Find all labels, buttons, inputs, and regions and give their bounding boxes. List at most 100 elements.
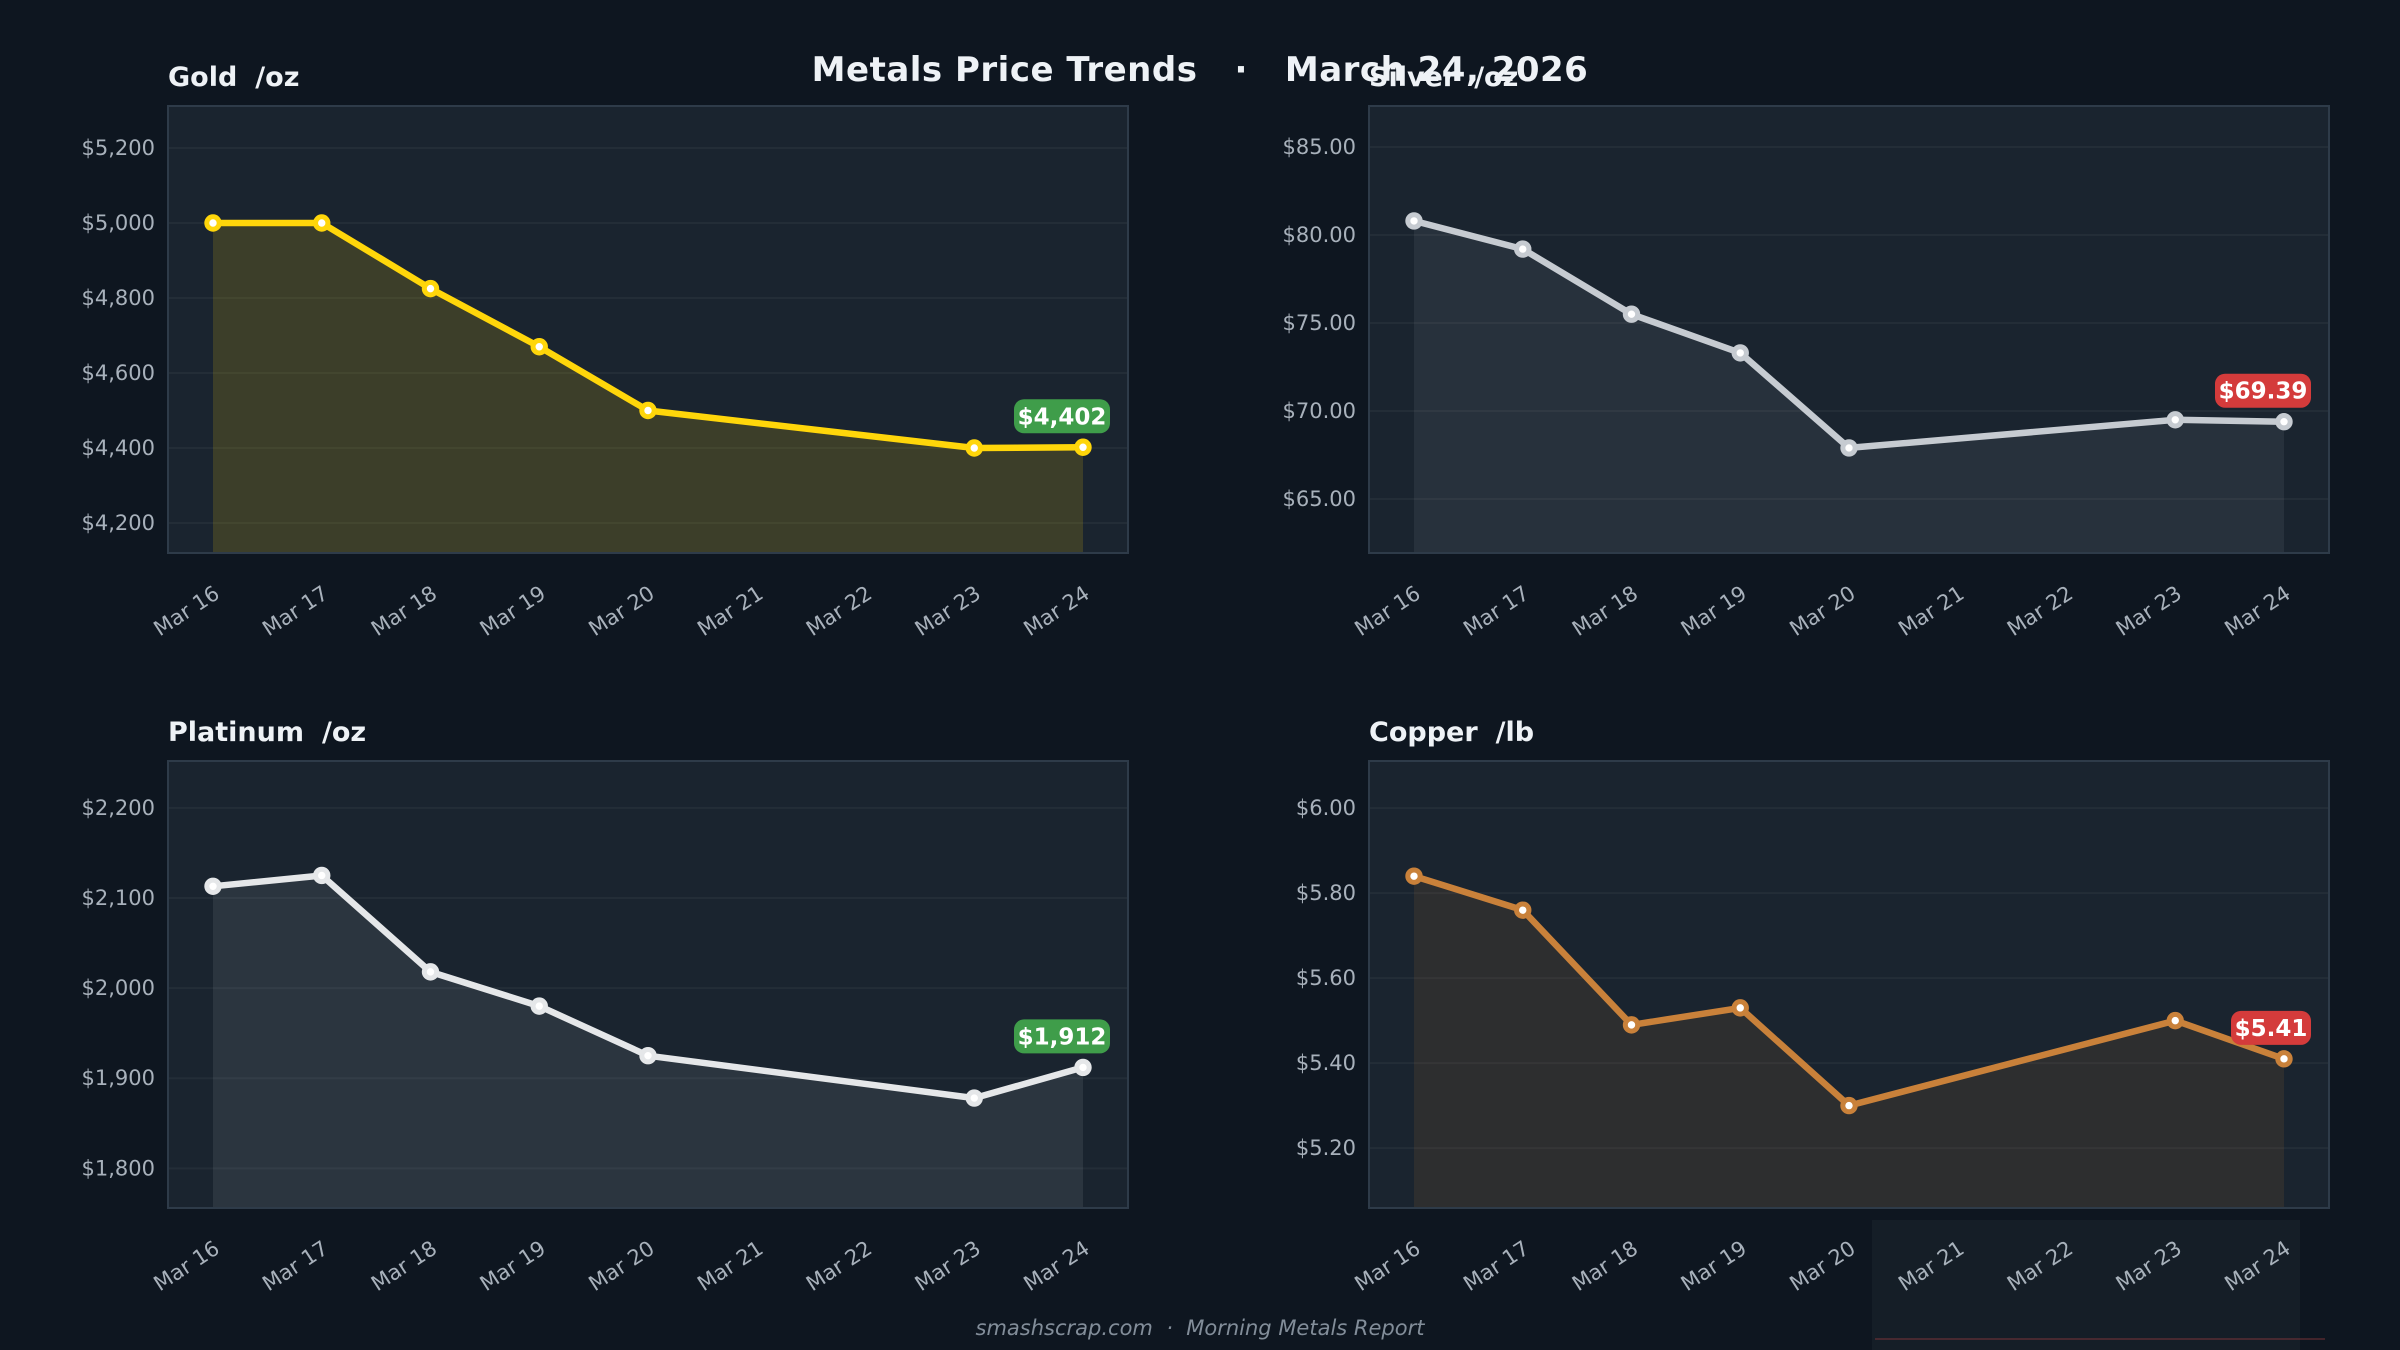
gold-plot-area <box>168 106 1128 553</box>
silver-metal-name: Silver <box>1369 62 1457 93</box>
copper-y-tick-label: $5.20 <box>1296 1136 1356 1160</box>
silver-x-tick-label: Mar 19 <box>1677 581 1751 641</box>
footer-credit: smashscrap.com · Morning Metals Report <box>975 1316 1425 1340</box>
copper-data-point-marker <box>2275 1050 2293 1068</box>
silver-data-point-marker <box>1514 240 1532 258</box>
copper-y-tick-label: $5.40 <box>1296 1051 1356 1075</box>
copper-unit-label: /lb <box>1495 717 1535 748</box>
silver-x-tick-label: Mar 16 <box>1350 581 1424 641</box>
gold-x-tick-label: Mar 19 <box>476 581 550 641</box>
silver-y-tick-label: $70.00 <box>1283 399 1356 423</box>
copper-x-tick-label: Mar 20 <box>1785 1236 1859 1296</box>
copper-last-value-label: $5.41 <box>2235 1016 2308 1042</box>
platinum-data-point-marker <box>421 963 440 981</box>
copper-area-fill <box>1414 876 2284 1208</box>
platinum-y-tick-label: $2,000 <box>82 976 155 1000</box>
platinum-x-tick-label: Mar 20 <box>584 1236 658 1296</box>
silver-y-tick-label: $85.00 <box>1283 135 1356 159</box>
platinum-data-point-marker <box>965 1089 983 1107</box>
platinum-x-tick-label: Mar 22 <box>802 1236 876 1296</box>
copper-data-point-marker <box>1622 1016 1641 1034</box>
silver-y-tick-label: $80.00 <box>1283 223 1356 247</box>
silver-plot-border <box>1368 105 2330 554</box>
gold-data-point-marker <box>1074 438 1092 456</box>
platinum-data-point-marker <box>639 1046 657 1065</box>
copper-plot-area <box>1369 761 2329 1208</box>
platinum-plot-area <box>168 761 1128 1208</box>
silver-x-tick-label: Mar 18 <box>1568 581 1642 641</box>
gold-y-tick-label: $4,800 <box>82 286 155 310</box>
platinum-data-point-marker <box>204 877 222 895</box>
copper-y-tick-label: $5.80 <box>1296 881 1356 905</box>
silver-x-tick-label: Mar 22 <box>2003 581 2077 641</box>
platinum-y-tick-label: $1,800 <box>82 1156 155 1180</box>
silver-data-point-marker <box>1622 305 1641 323</box>
copper-chart-title: Copper/lb <box>1369 717 1534 748</box>
platinum-metal-name: Platinum <box>168 717 305 748</box>
gold-chart-title: Gold/oz <box>168 62 299 93</box>
gold-last-value-badge <box>1014 399 1110 434</box>
page-title: Metals Price Trends · March 24, 2026 <box>811 50 1589 90</box>
silver-y-tick-label: $75.00 <box>1283 311 1356 335</box>
platinum-area-fill <box>213 875 1083 1208</box>
platinum-data-point-marker <box>530 997 548 1015</box>
copper-x-tick-label: Mar 17 <box>1459 1236 1533 1296</box>
platinum-x-tick-label: Mar 17 <box>258 1236 332 1296</box>
platinum-last-value-badge <box>1014 1019 1110 1054</box>
copper-plot-border <box>1368 760 2330 1209</box>
gold-y-tick-label: $4,400 <box>82 436 155 460</box>
gold-data-point-marker <box>639 401 657 420</box>
watermark-overlay <box>1872 1220 2300 1350</box>
silver-y-tick-label: $65.00 <box>1283 487 1356 511</box>
gold-data-point-marker <box>530 338 548 356</box>
gold-data-point-marker <box>965 439 983 457</box>
silver-data-point-marker <box>1840 439 1858 457</box>
silver-x-tick-label: Mar 23 <box>2112 581 2186 641</box>
gold-x-tick-label: Mar 20 <box>584 581 658 641</box>
silver-data-point-marker <box>1731 344 1749 362</box>
copper-data-point-marker <box>1731 999 1749 1017</box>
silver-x-tick-label: Mar 17 <box>1459 581 1533 641</box>
silver-data-point-marker <box>1405 212 1423 230</box>
gold-x-tick-label: Mar 16 <box>149 581 223 641</box>
silver-last-value-badge <box>2215 373 2311 408</box>
platinum-last-value-label: $1,912 <box>1018 1024 1107 1050</box>
platinum-plot-border <box>167 760 1129 1209</box>
copper-data-point-marker <box>1514 901 1532 919</box>
gold-plot-border <box>167 105 1129 554</box>
silver-plot-area <box>1369 106 2329 553</box>
gold-y-tick-label: $5,200 <box>82 136 155 160</box>
gold-y-tick-label: $4,200 <box>82 511 155 535</box>
silver-last-value-label: $69.39 <box>2219 379 2308 405</box>
copper-x-tick-label: Mar 19 <box>1677 1236 1751 1296</box>
platinum-unit-label: /oz <box>322 717 367 748</box>
gold-unit-label: /oz <box>255 62 300 93</box>
copper-x-tick-label: Mar 16 <box>1350 1236 1424 1296</box>
gold-metal-name: Gold <box>168 62 238 93</box>
watermark-underline <box>1875 1338 2325 1340</box>
gold-x-tick-label: Mar 23 <box>911 581 985 641</box>
gold-data-point-marker <box>313 214 331 232</box>
silver-x-tick-label: Mar 20 <box>1785 581 1859 641</box>
platinum-y-tick-label: $1,900 <box>82 1066 155 1090</box>
copper-data-point-marker <box>2166 1011 2184 1030</box>
gold-data-point-marker <box>204 214 222 232</box>
silver-x-tick-label: Mar 21 <box>1894 581 1968 641</box>
platinum-x-tick-label: Mar 16 <box>149 1236 223 1296</box>
gold-y-tick-label: $4,600 <box>82 361 155 385</box>
silver-unit-label: /oz <box>1474 62 1519 93</box>
copper-data-point-marker <box>1840 1096 1858 1115</box>
platinum-y-tick-label: $2,200 <box>82 796 155 820</box>
gold-x-tick-label: Mar 21 <box>693 581 767 641</box>
copper-data-point-marker <box>1405 867 1423 885</box>
gold-area-fill <box>213 223 1083 553</box>
platinum-y-tick-label: $2,100 <box>82 886 155 910</box>
silver-x-tick-label: Mar 24 <box>2220 581 2294 641</box>
gold-data-point-marker <box>421 279 440 298</box>
gold-last-value-label: $4,402 <box>1018 404 1107 430</box>
copper-x-tick-label: Mar 18 <box>1568 1236 1642 1296</box>
platinum-data-point-marker <box>1074 1058 1092 1077</box>
platinum-chart-title: Platinum/oz <box>168 717 366 748</box>
